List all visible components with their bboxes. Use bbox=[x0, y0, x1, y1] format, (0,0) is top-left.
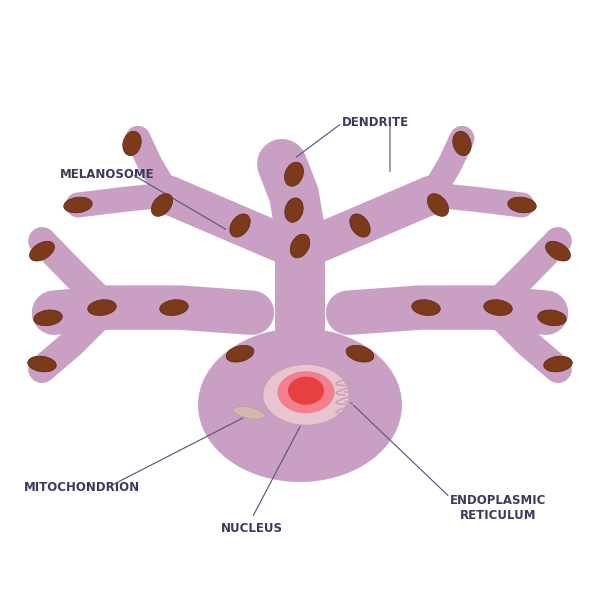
Ellipse shape bbox=[277, 371, 335, 413]
Text: NUCLEUS: NUCLEUS bbox=[221, 521, 283, 535]
Ellipse shape bbox=[28, 356, 56, 372]
Ellipse shape bbox=[64, 197, 92, 213]
Ellipse shape bbox=[123, 131, 141, 155]
Ellipse shape bbox=[453, 131, 471, 155]
Ellipse shape bbox=[538, 310, 566, 326]
Ellipse shape bbox=[151, 194, 173, 217]
Ellipse shape bbox=[290, 234, 310, 258]
Ellipse shape bbox=[88, 300, 116, 316]
Ellipse shape bbox=[160, 300, 188, 316]
Text: MITOCHONDRION: MITOCHONDRION bbox=[24, 481, 140, 494]
Ellipse shape bbox=[544, 356, 572, 372]
Ellipse shape bbox=[198, 328, 402, 482]
Ellipse shape bbox=[226, 346, 254, 362]
Ellipse shape bbox=[263, 364, 349, 425]
Text: MELANOSOME: MELANOSOME bbox=[60, 168, 155, 181]
Text: MELANOCYTE: MELANOCYTE bbox=[142, 22, 458, 64]
Ellipse shape bbox=[508, 197, 536, 213]
Ellipse shape bbox=[284, 162, 304, 186]
Ellipse shape bbox=[545, 241, 571, 261]
Text: DENDRITE: DENDRITE bbox=[342, 116, 409, 130]
Text: ENDOPLASMIC
RETICULUM: ENDOPLASMIC RETICULUM bbox=[450, 494, 547, 521]
Ellipse shape bbox=[412, 300, 440, 316]
Ellipse shape bbox=[288, 377, 324, 405]
Ellipse shape bbox=[230, 214, 250, 237]
Ellipse shape bbox=[427, 194, 449, 217]
Ellipse shape bbox=[350, 214, 370, 237]
Ellipse shape bbox=[233, 406, 265, 419]
Ellipse shape bbox=[29, 241, 55, 261]
Ellipse shape bbox=[34, 310, 62, 326]
Ellipse shape bbox=[484, 300, 512, 316]
Ellipse shape bbox=[285, 198, 303, 223]
Ellipse shape bbox=[346, 346, 374, 362]
